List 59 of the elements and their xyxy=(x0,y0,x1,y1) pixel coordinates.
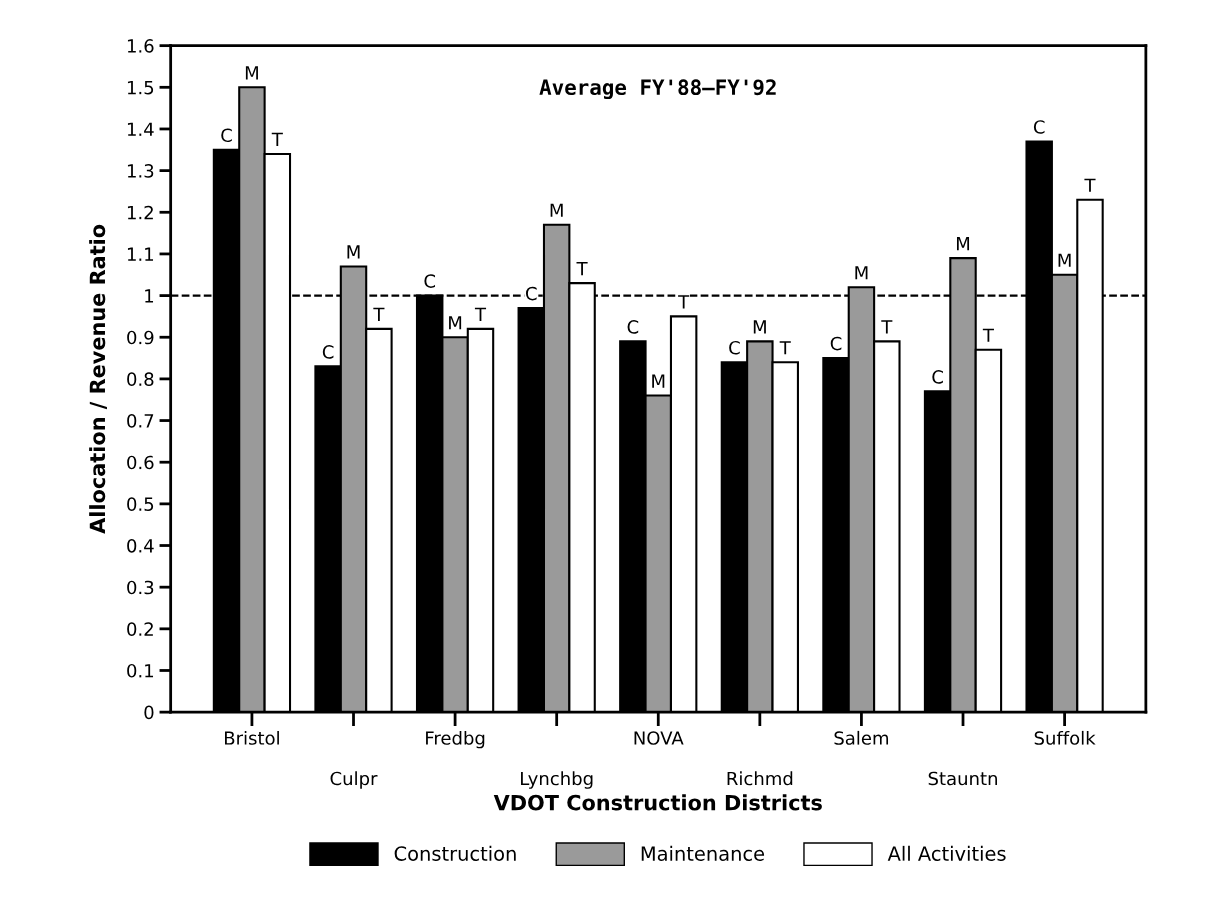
y-tick-label: 0.5 xyxy=(127,497,154,511)
data-label: M xyxy=(1058,253,1071,267)
legend-label: Construction xyxy=(394,845,516,861)
data-label: M xyxy=(956,237,970,251)
data-label: T xyxy=(982,328,994,342)
y-tick-label: 0 xyxy=(144,705,154,720)
data-label: C xyxy=(525,286,537,301)
data-label: T xyxy=(881,320,893,334)
y-tick-label: 0.6 xyxy=(127,455,154,470)
data-label: M xyxy=(753,320,766,334)
data-label: T xyxy=(271,132,283,147)
y-tick-label: 1.2 xyxy=(127,205,153,220)
y-tick-label: 1.5 xyxy=(127,81,154,95)
data-label: T xyxy=(779,341,791,355)
legend-label: All Activities xyxy=(887,845,1006,861)
text: Average FY'88—FY'92 xyxy=(539,79,776,100)
data-label: T xyxy=(678,295,690,309)
data-label: C xyxy=(729,340,740,355)
legend-label: Maintenance xyxy=(641,845,765,861)
x-tick-label: Lynchbg xyxy=(521,771,593,789)
x-tick-label: NOVA xyxy=(634,731,684,745)
y-tick-label: 0.4 xyxy=(127,538,154,553)
data-label: T xyxy=(373,307,385,321)
y-tick-label: 1 xyxy=(145,289,154,303)
x-tick-label: Bristol xyxy=(225,730,279,745)
y-tick-label: 0.1 xyxy=(127,663,154,678)
data-label: T xyxy=(474,307,487,321)
y-tick-label: 0.8 xyxy=(127,372,154,387)
y-tick-label: 0.9 xyxy=(127,330,154,345)
x-axis-title: VDOT Construction Districts xyxy=(493,794,822,811)
data-label: M xyxy=(855,266,868,280)
x-tick-label: Fredbg xyxy=(426,730,485,749)
data-label: M xyxy=(652,374,665,388)
data-label: M xyxy=(347,245,360,259)
data-label: M xyxy=(449,316,462,330)
y-tick-label: 1.3 xyxy=(127,164,154,178)
data-label: M xyxy=(550,203,563,217)
y-tick-label: 1.1 xyxy=(127,247,154,261)
data-label: M xyxy=(245,66,258,80)
y-axis-title: Allocation / Revenue Ratio xyxy=(89,224,107,534)
y-tick-label: 1.6 xyxy=(127,39,154,53)
y-tick-label: 1.4 xyxy=(127,122,154,136)
data-label: T xyxy=(1084,178,1096,192)
data-label: C xyxy=(322,345,334,359)
data-label: C xyxy=(932,370,943,384)
data-label: C xyxy=(424,274,436,288)
y-tick-label: 0.7 xyxy=(127,414,154,428)
x-tick-label: Richmd xyxy=(727,771,793,786)
data-label: T xyxy=(576,262,588,276)
x-tick-label: Salem xyxy=(834,730,889,745)
data-label: C xyxy=(1033,120,1045,134)
x-tick-label: Stauntn xyxy=(928,771,997,786)
data-label: C xyxy=(830,336,842,351)
x-tick-label: Culpr xyxy=(330,771,378,789)
data-label: C xyxy=(221,128,232,143)
y-tick-label: 0.2 xyxy=(127,622,153,636)
data-label: C xyxy=(627,320,639,334)
x-tick-label: Suffolk xyxy=(1034,730,1096,745)
y-tick-label: 0.3 xyxy=(127,580,154,595)
